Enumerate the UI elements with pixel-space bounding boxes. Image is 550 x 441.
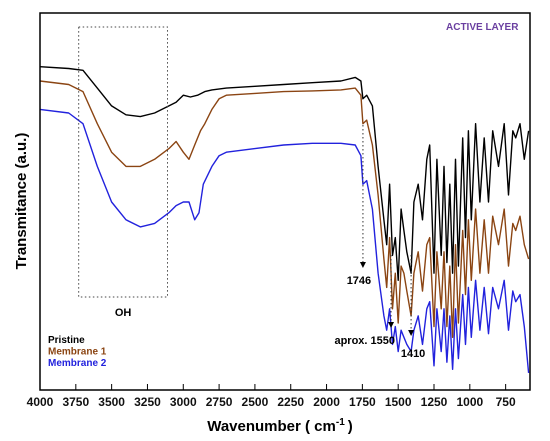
x-tick-label: 1000 [456,395,483,409]
x-axis-title-main: Wavenumber ( cm [207,418,336,435]
x-tick-label: 2500 [242,395,269,409]
annotation-layer: OH 1746 aprox. 1550 1410 [78,26,425,360]
x-axis-title-end: ) [348,418,353,435]
x-tick-label: 1250 [421,395,448,409]
annotation-label: aprox. 1550 [334,335,395,347]
plot-frame [39,12,531,391]
x-tick-label: 750 [496,395,516,409]
annotation-arrowhead [359,262,366,268]
annotation-arrowhead [408,330,415,336]
series-line-1 [39,66,530,281]
x-tick-label: 2250 [277,395,304,409]
x-tick-label: 1500 [385,395,412,409]
y-axis-title: Transmitance (a.u.) [13,133,30,270]
series-line-3 [39,108,530,373]
annotation-label: OH [115,307,132,319]
x-axis: 4000 3750 3500 3250 3000 2750 2500 2250 2000 1750… [27,384,516,409]
legend-entry-3: Membrane 2 [48,358,107,369]
legend-entry-2: Membrane 1 [48,347,107,358]
corner-label: ACTIVE LAYER [446,22,519,33]
x-axis-title-sup: -1 [336,417,345,428]
x-tick-label: 2750 [206,395,233,409]
series-line-2 [39,80,530,338]
oh-region-box [78,26,169,298]
annotation-label: 1746 [347,275,371,287]
x-axis-title: Wavenumber ( cm-1) [207,417,353,435]
x-tick-label: 3250 [134,395,161,409]
x-tick-label: 1750 [349,395,376,409]
legend-entry-1: Pristine [48,335,85,346]
x-tick-label: 3000 [170,395,197,409]
series-layer [39,66,530,373]
annotation-label: 1410 [401,348,425,360]
annotation-arrowhead [388,322,395,328]
x-tick-label: 2000 [313,395,340,409]
x-tick-label: 3750 [62,395,89,409]
x-tick-label: 3500 [98,395,125,409]
x-tick-label: 4000 [27,395,54,409]
